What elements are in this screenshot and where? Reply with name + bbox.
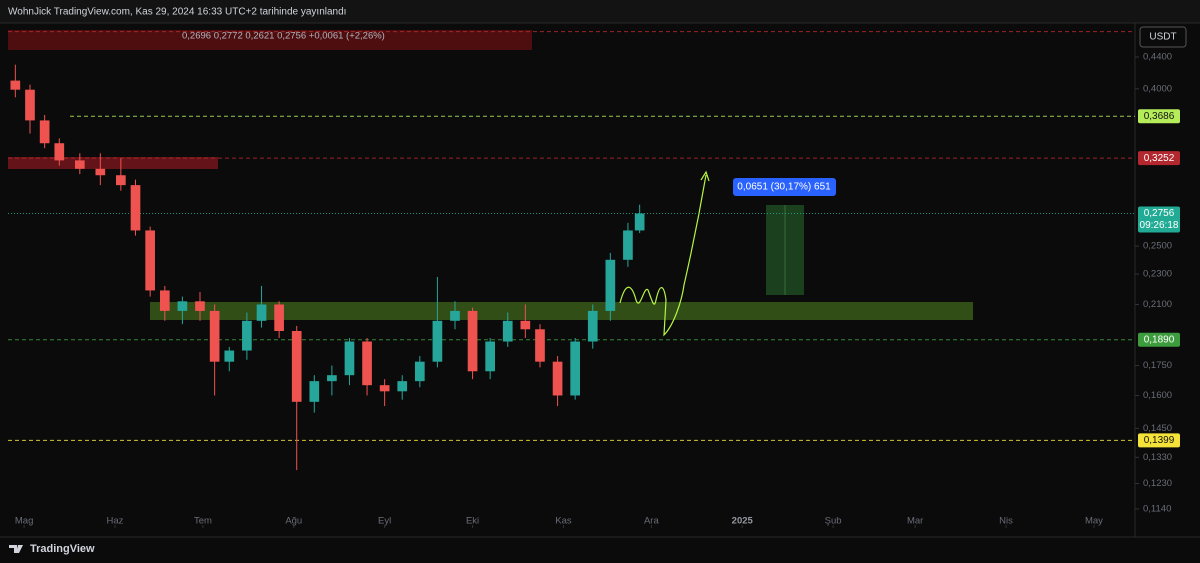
x-tick-label: Şub <box>825 516 842 527</box>
candle-body <box>54 143 65 161</box>
candle-body <box>634 213 645 231</box>
x-tick-label: Tem <box>194 516 212 527</box>
candle-body <box>274 304 284 331</box>
projection-path <box>619 174 707 337</box>
y-tick-label: 0,1600 <box>1143 390 1172 401</box>
candle-body <box>552 361 563 396</box>
candle-body <box>362 341 372 386</box>
candle-body <box>485 341 495 372</box>
candle-body <box>414 361 425 382</box>
y-tick-label: 0,2100 <box>1143 299 1172 310</box>
candle-body <box>432 320 443 362</box>
price-label: 0,1890 <box>1144 334 1175 345</box>
x-tick-label: Eyl <box>378 516 391 527</box>
resistance-zone <box>8 30 532 50</box>
x-tick-label: Ara <box>644 516 660 527</box>
candle-body <box>116 175 126 186</box>
candle-body <box>39 120 50 144</box>
candle-body <box>623 230 633 260</box>
candle-body <box>209 310 220 362</box>
candle-body <box>535 329 545 362</box>
candle-body <box>450 310 460 321</box>
measure-label-box <box>733 178 836 196</box>
ohlc-legend: 0,2696 0,2772 0,2621 0,2756 +0,0061 (+2,… <box>182 31 385 42</box>
brand-logo <box>9 545 23 553</box>
x-tick-label: May <box>1085 516 1103 527</box>
price-label-box <box>1138 206 1180 233</box>
candle-body <box>502 320 513 342</box>
candle-body <box>467 310 478 372</box>
price-label-box <box>1138 433 1180 448</box>
x-tick-label: Haz <box>107 516 124 527</box>
price-label: 0,1399 <box>1144 435 1175 446</box>
x-tick-label: Mag <box>15 516 33 527</box>
currency-button[interactable] <box>1139 26 1187 48</box>
price-label: 0,3686 <box>1144 111 1175 122</box>
candle-body <box>256 304 267 321</box>
candle-body <box>570 341 581 396</box>
candle-body <box>10 80 21 90</box>
y-tick-label: 0,1230 <box>1143 478 1172 489</box>
x-tick-label: Nis <box>999 516 1013 527</box>
y-tick-label: 0,1450 <box>1143 423 1172 434</box>
y-tick-label: 0,4000 <box>1143 83 1172 94</box>
x-tick-label: Mar <box>907 516 923 527</box>
candle-body <box>344 341 355 376</box>
currency-label: USDT <box>1149 32 1176 43</box>
support-zone <box>150 302 973 320</box>
x-tick-label: Eki <box>466 516 479 527</box>
candle-body <box>195 301 205 311</box>
candle-body <box>145 230 155 291</box>
candle-body <box>309 381 320 402</box>
countdown: 09:26:18 <box>1140 220 1179 231</box>
published-title: WohnJick TradingView.com, Kas 29, 2024 1… <box>8 7 346 18</box>
price-label-box <box>1138 151 1180 166</box>
x-tick-label: Ağu <box>285 516 302 527</box>
candle-body <box>379 385 390 392</box>
resistance-zone <box>8 157 218 169</box>
candle-body <box>520 320 531 330</box>
measure-label: 0,0651 (30,17%) 651 <box>737 182 831 193</box>
candle-body <box>25 89 35 121</box>
price-label-box <box>1138 109 1180 124</box>
y-tick-label: 0,1750 <box>1143 360 1172 371</box>
y-tick-label: 0,2500 <box>1143 241 1172 252</box>
candle-body <box>95 168 106 176</box>
candle-body <box>605 259 616 311</box>
candle-body <box>587 310 598 342</box>
candle-body <box>327 375 337 382</box>
candle-body <box>74 160 85 169</box>
y-tick-label: 0,1330 <box>1143 452 1172 463</box>
header-bar <box>0 0 1200 23</box>
candle-body <box>397 381 408 392</box>
price-label: 0,2756 <box>1144 208 1175 219</box>
y-tick-label: 0,4400 <box>1143 51 1172 62</box>
y-tick-label: 0,2300 <box>1143 269 1172 280</box>
brand: TradingView <box>30 543 95 555</box>
candle-body <box>242 320 252 351</box>
candle-body <box>224 350 235 362</box>
x-tick-label: 2025 <box>732 516 754 527</box>
price-label: 0,3252 <box>1144 153 1175 164</box>
candle-body <box>177 301 188 311</box>
x-tick-label: Kas <box>555 516 572 527</box>
projection-arrow <box>700 170 710 182</box>
price-label-box <box>1138 332 1180 347</box>
candle-body <box>291 330 302 402</box>
y-tick-label: 0,1140 <box>1143 503 1171 514</box>
candle-body <box>159 290 170 311</box>
candle-body <box>130 185 141 231</box>
